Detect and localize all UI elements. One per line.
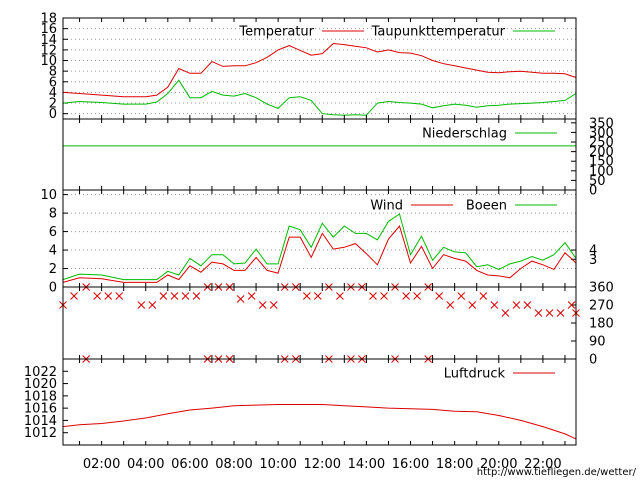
wind-right-tick-label: 4 bbox=[589, 244, 597, 259]
wind-tick-label: 10 bbox=[40, 188, 57, 203]
wind-legend-0-label: Wind bbox=[370, 199, 403, 214]
temperature-series-1 bbox=[62, 79, 577, 116]
wind-direction-point bbox=[313, 292, 322, 300]
wind-direction-point bbox=[104, 292, 113, 300]
wind-tick-label: 8 bbox=[49, 207, 57, 222]
precipitation-tick-label: 250 bbox=[589, 136, 614, 151]
pressure-tick-label: 1022 bbox=[24, 365, 57, 380]
x-tick-label: 08:00 bbox=[215, 457, 252, 472]
wind-direction-tick-label: 360 bbox=[589, 281, 614, 296]
wind-tick-label: 6 bbox=[49, 225, 57, 240]
wind-direction-point bbox=[302, 292, 311, 300]
temperature-tick-label: 2 bbox=[49, 97, 57, 112]
wind-direction-point bbox=[336, 292, 344, 300]
wind-direction-point bbox=[501, 309, 510, 317]
wind-direction-point bbox=[115, 292, 124, 300]
wind-direction-tick-label: 0 bbox=[589, 353, 597, 368]
wind-direction-point bbox=[556, 309, 565, 317]
wind-series-0 bbox=[62, 224, 577, 283]
wind-direction-point bbox=[446, 301, 455, 309]
wind-direction-point bbox=[413, 292, 421, 300]
wind-direction-point bbox=[247, 292, 256, 300]
wind-direction-point bbox=[545, 309, 554, 317]
wind-direction-point bbox=[369, 292, 377, 300]
x-tick-label: 14:00 bbox=[348, 457, 385, 472]
temperature-tick-label: 4 bbox=[49, 86, 57, 101]
wind-tick-label: 0 bbox=[49, 281, 57, 296]
temperature-legend-0-label: Temperatur bbox=[238, 25, 314, 40]
pressure-series-0 bbox=[62, 404, 577, 440]
wind-direction-point bbox=[159, 292, 168, 300]
precipitation-tick-label: 50 bbox=[589, 174, 606, 189]
x-tick-label: 04:00 bbox=[127, 457, 164, 472]
pressure-legend-0-label: Luftdruck bbox=[444, 367, 506, 382]
x-tick-label: 10:00 bbox=[259, 457, 296, 472]
wind-direction-point bbox=[170, 292, 179, 300]
x-tick-label: 02:00 bbox=[83, 457, 120, 472]
wind-direction-tick-label: 270 bbox=[589, 299, 614, 314]
wind-direction-point bbox=[534, 309, 543, 317]
precipitation-tick-label: 0 bbox=[589, 184, 597, 199]
wind-direction-point bbox=[70, 292, 78, 300]
wind-series-1 bbox=[62, 213, 577, 281]
x-tick-label: 18:00 bbox=[436, 457, 473, 472]
precipitation-tick-label: 150 bbox=[589, 155, 614, 170]
temperature-tick-label: 6 bbox=[49, 75, 57, 90]
wind-direction-point bbox=[523, 301, 532, 309]
wind-direction-point bbox=[468, 301, 477, 309]
wind-direction-point bbox=[148, 301, 157, 309]
temperature-tick-label: 14 bbox=[40, 33, 57, 48]
wind-direction-point bbox=[567, 301, 576, 309]
wind-direction-point bbox=[435, 292, 444, 300]
pressure-tick-label: 1016 bbox=[24, 402, 57, 417]
precipitation-legend-0-label: Niederschlag bbox=[422, 127, 507, 142]
temperature-tick-label: 10 bbox=[40, 54, 57, 69]
wind-direction-point bbox=[93, 292, 102, 300]
x-axis: 02:00 04:00 06:00 08:00 10:00 12:00 14:00 16:00… bbox=[79, 18, 566, 472]
wind-direction-point bbox=[457, 292, 466, 300]
temperature-tick-label: 8 bbox=[49, 65, 57, 80]
wind-direction-point bbox=[490, 301, 499, 309]
pressure-tick-label: 1020 bbox=[24, 377, 57, 392]
wind-direction-point bbox=[258, 301, 267, 309]
wind-direction-point bbox=[236, 295, 245, 303]
wind-direction-point bbox=[137, 301, 146, 309]
temperature-series-0 bbox=[62, 42, 577, 98]
footer-url: http://www.tiefliegen.de/wetter/ bbox=[477, 467, 637, 478]
temperature-tick-label: 18 bbox=[40, 12, 57, 27]
wind-legend-1-label: Boeen bbox=[466, 199, 507, 214]
precipitation-tick-label: 350 bbox=[589, 116, 614, 131]
x-tick-label: 22:00 bbox=[524, 457, 561, 472]
wind-direction-point bbox=[192, 292, 201, 300]
temperature-tick-label: 12 bbox=[40, 43, 57, 58]
wind-direction-tick-label: 90 bbox=[589, 335, 606, 350]
wind-direction-point bbox=[479, 292, 488, 300]
wind-tick-label: 4 bbox=[49, 244, 57, 259]
temperature-tick-label: 16 bbox=[40, 22, 57, 37]
x-tick-label: 20:00 bbox=[480, 457, 517, 472]
wind-direction-point bbox=[512, 301, 521, 309]
precipitation-tick-label: 300 bbox=[589, 126, 614, 141]
pressure-tick-label: 1018 bbox=[24, 389, 57, 404]
wind-direction-tick-label: 180 bbox=[589, 317, 614, 332]
precipitation-tick-label: 200 bbox=[589, 145, 614, 160]
pressure-tick-label: 1012 bbox=[24, 426, 57, 441]
panel-frame-4 bbox=[62, 358, 577, 446]
wind-direction-point bbox=[269, 301, 278, 309]
wind-direction-point bbox=[181, 292, 190, 300]
wind-tick-label: 2 bbox=[49, 262, 57, 277]
x-tick-label: 12:00 bbox=[304, 457, 341, 472]
temperature-legend-1-label: Taupunkttemperatur bbox=[371, 25, 506, 40]
temperature-tick-label: 0 bbox=[49, 107, 57, 122]
x-tick-label: 16:00 bbox=[392, 457, 429, 472]
wind-direction-point bbox=[380, 292, 388, 300]
x-tick-label: 06:00 bbox=[171, 457, 208, 472]
pressure-tick-label: 1014 bbox=[24, 414, 57, 429]
wind-direction-point bbox=[402, 292, 410, 300]
precipitation-tick-label: 100 bbox=[589, 164, 614, 179]
wind-right-tick-label: 3 bbox=[589, 253, 597, 268]
